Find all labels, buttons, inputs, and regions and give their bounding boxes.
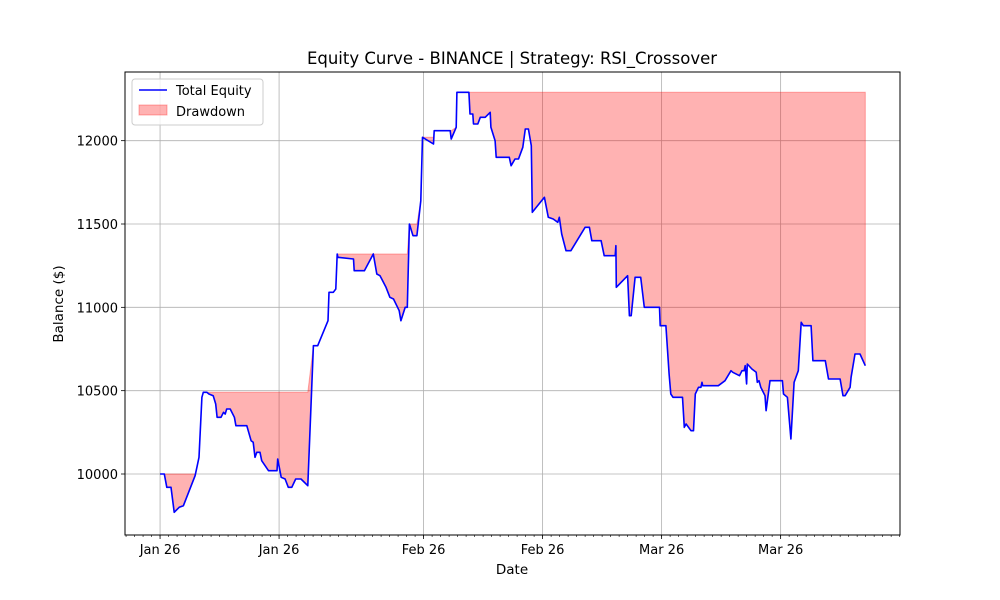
grid — [125, 72, 900, 535]
x-tick-label: Jan 26 — [139, 543, 181, 558]
y-tick-label: 10500 — [77, 385, 118, 400]
x-tick-label: Mar 26 — [639, 543, 684, 558]
legend-drawdown-label: Drawdown — [176, 105, 245, 120]
y-tick-label: 11500 — [77, 218, 118, 233]
equity-line — [160, 91, 867, 514]
x-axis-label: Date — [496, 562, 528, 578]
x-tick-label: Jan 26 — [258, 543, 300, 558]
legend-equity-label: Total Equity — [175, 84, 252, 99]
legend-drawdown-swatch — [138, 104, 168, 116]
y-tick-label: 10000 — [77, 468, 118, 483]
y-axis-label: Balance ($) — [51, 265, 67, 342]
x-tick-label: Mar 26 — [758, 543, 803, 558]
x-axis: Jan 26 Jan 26 Feb 26 Feb 26 Mar 26 Mar 26 — [125, 535, 900, 558]
x-tick-label: Feb 26 — [521, 543, 565, 558]
plot-frame — [124, 71, 901, 536]
y-tick-label: 11000 — [77, 301, 118, 316]
equity-series-line — [160, 91, 867, 514]
legend: Total Equity Drawdown — [131, 78, 264, 126]
y-axis: 10000 10500 11000 11500 12000 — [77, 135, 125, 483]
x-tick-label: Feb 26 — [402, 543, 446, 558]
chart-title: Equity Curve - BINANCE | Strategy: RSI_C… — [307, 49, 717, 69]
y-tick-label: 12000 — [77, 135, 118, 150]
